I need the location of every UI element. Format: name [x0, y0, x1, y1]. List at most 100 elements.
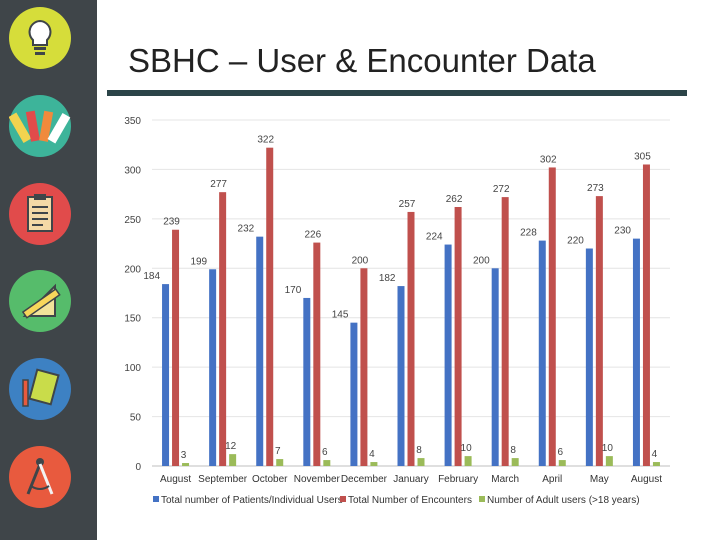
bar	[642, 164, 650, 466]
bar	[313, 242, 321, 466]
data-label: 8	[510, 445, 516, 456]
legend-swatch	[340, 496, 346, 502]
data-label: 12	[225, 441, 237, 452]
data-label: 226	[304, 230, 321, 241]
compass-icon	[9, 446, 71, 508]
bar	[370, 462, 378, 466]
data-label: 4	[652, 449, 658, 460]
y-tick-label: 250	[124, 215, 141, 226]
sidebar	[0, 0, 97, 540]
ruler-triangle-icon	[9, 270, 71, 332]
data-label: 305	[634, 151, 651, 162]
data-label: 322	[257, 135, 274, 146]
data-label: 272	[493, 184, 510, 195]
bar	[491, 268, 499, 466]
x-tick-label: August	[631, 474, 662, 485]
data-label: 6	[322, 447, 328, 458]
y-tick-label: 0	[135, 462, 141, 473]
bar	[303, 297, 311, 466]
bar	[266, 147, 274, 466]
bar	[172, 229, 180, 466]
data-label: 200	[352, 255, 369, 266]
data-label: 7	[275, 446, 281, 457]
bar	[538, 240, 546, 466]
bar	[276, 459, 284, 466]
y-tick-label: 150	[124, 314, 141, 325]
x-tick-label: February	[438, 474, 478, 485]
data-label: 10	[602, 443, 614, 454]
data-label: 6	[557, 447, 563, 458]
bar	[632, 238, 640, 466]
data-label: 3	[181, 450, 187, 461]
slide-title: SBHC – User & Encounter Data	[128, 42, 596, 79]
data-label: 273	[587, 183, 604, 194]
bar	[407, 211, 415, 466]
notebook-pencil-icon	[9, 358, 71, 420]
data-label: 220	[567, 236, 584, 247]
data-label: 8	[416, 445, 422, 456]
bar	[454, 206, 462, 466]
x-tick-label: November	[294, 474, 341, 485]
color-swatch-icon	[8, 95, 71, 157]
legend-label: Total Number of Encounters	[348, 495, 472, 506]
x-tick-label: March	[491, 474, 519, 485]
y-tick-label: 100	[124, 363, 141, 374]
y-tick-label: 300	[124, 165, 141, 176]
data-label: 224	[426, 232, 443, 243]
bar	[464, 456, 472, 466]
bar	[511, 458, 519, 466]
clipboard-icon	[9, 183, 71, 245]
data-label: 200	[473, 255, 490, 266]
bar	[256, 236, 264, 466]
x-tick-label: October	[252, 474, 288, 485]
legend-label: Total number of Patients/Individual User…	[161, 495, 343, 506]
data-label: 184	[143, 271, 160, 282]
x-tick-label: April	[542, 474, 562, 485]
data-label: 228	[520, 228, 537, 239]
y-tick-label: 350	[124, 116, 141, 127]
legend-swatch	[153, 496, 159, 502]
bar	[397, 286, 405, 466]
data-label: 232	[238, 224, 255, 235]
data-label: 199	[190, 256, 207, 267]
x-tick-label: December	[341, 474, 388, 485]
data-label: 145	[332, 310, 349, 321]
bar	[558, 460, 566, 466]
bar	[229, 454, 237, 466]
x-tick-label: May	[590, 474, 609, 485]
data-label: 10	[461, 443, 473, 454]
bar	[417, 458, 425, 466]
bar	[652, 462, 660, 466]
data-label: 182	[379, 273, 396, 284]
y-tick-label: 200	[124, 264, 141, 275]
legend-swatch	[479, 496, 485, 502]
bar	[350, 322, 358, 466]
bar	[162, 284, 170, 466]
data-label: 262	[446, 194, 463, 205]
bar	[501, 197, 509, 466]
data-label: 302	[540, 154, 557, 165]
bar	[323, 460, 331, 466]
title-divider	[107, 90, 687, 96]
bar	[585, 248, 593, 466]
bar	[360, 268, 368, 466]
data-label: 277	[210, 179, 227, 190]
bar	[219, 192, 227, 466]
data-label: 239	[163, 217, 180, 228]
data-label: 4	[369, 449, 375, 460]
bar	[548, 167, 556, 467]
lightbulb-icon	[9, 7, 71, 69]
bar	[182, 463, 190, 466]
data-label: 257	[399, 199, 416, 210]
legend-label: Number of Adult users (>18 years)	[487, 495, 640, 506]
x-tick-label: January	[393, 474, 429, 485]
data-label: 230	[614, 226, 631, 237]
x-tick-label: September	[198, 474, 248, 485]
bar	[444, 244, 452, 466]
bar	[209, 269, 217, 466]
bar	[605, 456, 613, 466]
x-tick-label: August	[160, 474, 191, 485]
data-label: 170	[285, 285, 302, 296]
y-tick-label: 50	[130, 413, 142, 424]
